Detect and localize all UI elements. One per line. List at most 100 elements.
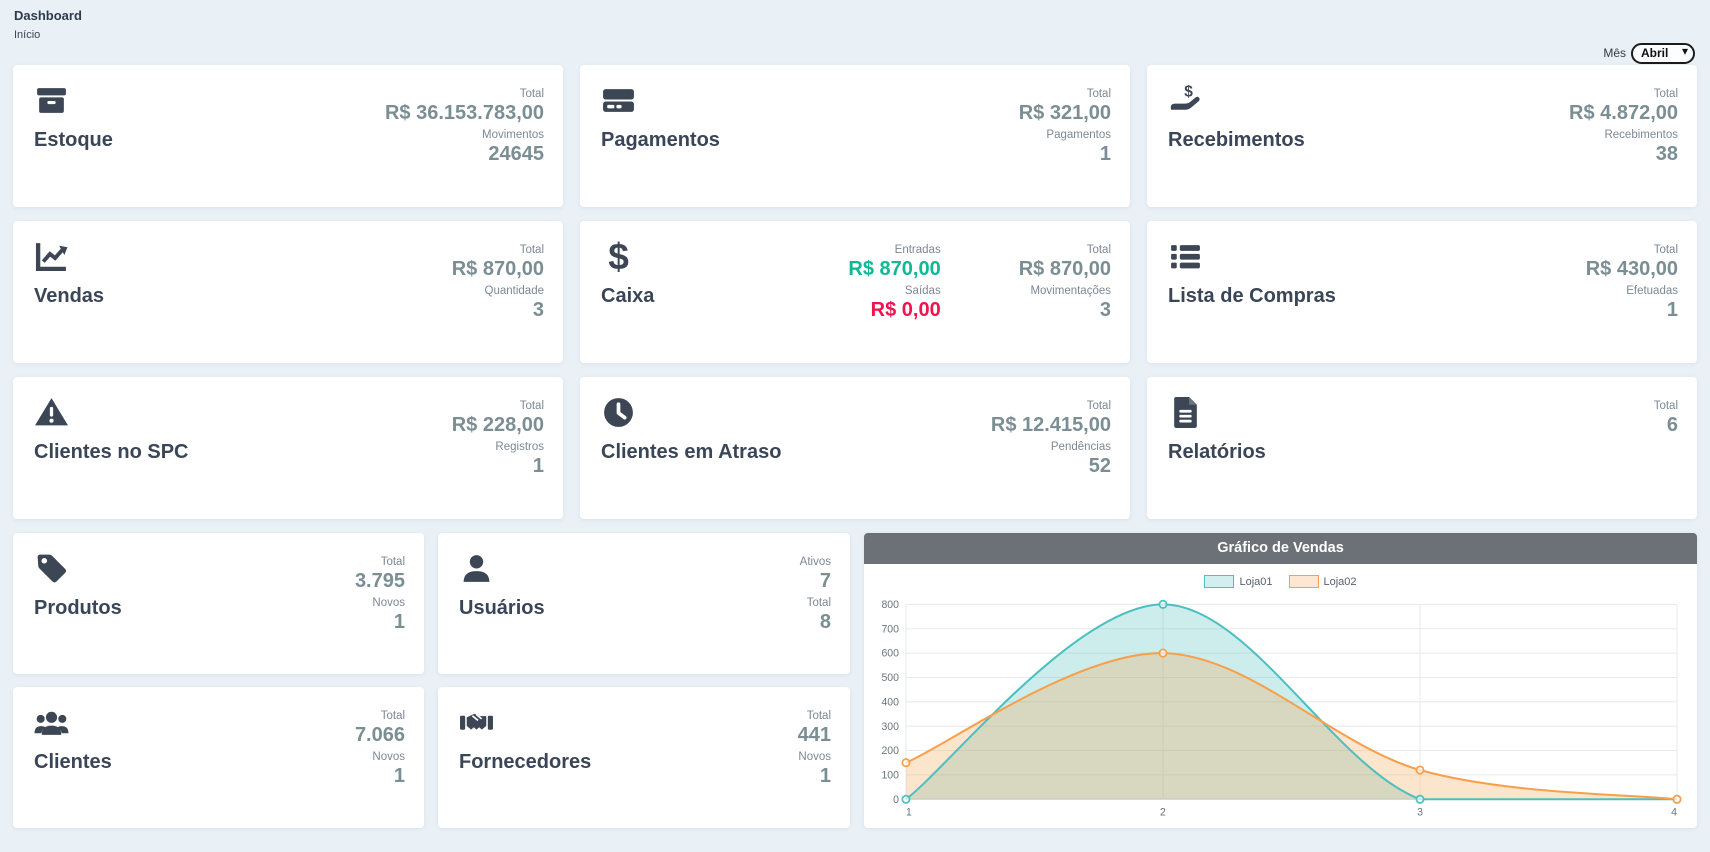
svg-text:2: 2	[1160, 807, 1166, 819]
stat-value: R$ 870,00	[1018, 258, 1111, 280]
stat-value: R$ 870,00	[451, 258, 544, 280]
svg-text:4: 4	[1671, 807, 1677, 819]
legend-label: Loja01	[1239, 575, 1273, 588]
card-clientes-em-atraso: Clientes em Atraso Total R$ 12.415,00 Pe…	[580, 377, 1130, 519]
stats-grid: Estoque Total R$ 36.153.783,00 Movimento…	[13, 65, 1697, 519]
stat-label: Total	[1653, 244, 1678, 256]
stat-block: Total 6	[1654, 397, 1678, 507]
stat-value: 1	[1099, 143, 1111, 165]
stat-label: Efetuadas	[1626, 285, 1678, 297]
stat-value: 1	[819, 765, 831, 787]
page-title: Dashboard	[14, 8, 82, 23]
card-clientes: Clientes Total 7.066 Novos 1	[13, 687, 424, 828]
stat-value: R$ 430,00	[1585, 258, 1678, 280]
legend-swatch	[1288, 575, 1319, 588]
stat-value: R$ 321,00	[1018, 102, 1111, 124]
card-clientes-no-spc: Clientes no SPC Total R$ 228,00 Registro…	[13, 377, 563, 519]
stat-label: Total	[1653, 88, 1678, 100]
stat-label: Total	[380, 710, 405, 722]
card-title: Recebimentos	[1168, 129, 1305, 151]
stat-block: Total R$ 430,00 Efetuadas 1	[1586, 241, 1678, 351]
stat-label: Recebimentos	[1604, 129, 1678, 141]
card-vendas: Vendas Total R$ 870,00 Quantidade 3	[13, 221, 563, 363]
list-icon	[1168, 239, 1203, 274]
stat-value: R$ 228,00	[451, 414, 544, 436]
stat-block: Total R$ 870,00 Quantidade 3	[452, 241, 544, 351]
stat-label: Total	[519, 244, 544, 256]
svg-text:700: 700	[881, 623, 899, 635]
card-produtos: Produtos Total 3.795 Novos 1	[13, 533, 424, 674]
card-title: Clientes em Atraso	[601, 441, 782, 463]
svg-text:$: $	[608, 239, 629, 274]
stat-value: 1	[393, 611, 405, 633]
stat-block: Total R$ 321,00 Pagamentos 1	[1019, 85, 1111, 195]
card-title: Produtos	[34, 597, 122, 619]
stat-label: Total	[1086, 88, 1111, 100]
card-title: Lista de Compras	[1168, 285, 1336, 307]
month-select-wrap: Abril	[1631, 42, 1695, 64]
legend-label: Loja02	[1323, 575, 1357, 588]
stat-value: 1	[1666, 299, 1678, 321]
stat-label: Movimentações	[1030, 285, 1111, 297]
stat-value: 7	[819, 570, 831, 592]
stat-label: Novos	[372, 751, 405, 763]
stat-label: Pendências	[1050, 441, 1111, 453]
svg-text:400: 400	[881, 696, 899, 708]
card-recebimentos: $ Recebimentos Total R$ 4.872,00 Recebim…	[1147, 65, 1697, 207]
stat-value: 7.066	[354, 724, 405, 746]
stat-value: 8	[819, 611, 831, 633]
stat-block: Total R$ 4.872,00 Recebimentos 38	[1569, 85, 1678, 195]
stat-block: Total 441 Novos 1	[798, 707, 831, 816]
stat-label: Quantidade	[484, 285, 544, 297]
card-title: Relatórios	[1168, 441, 1266, 463]
month-select[interactable]: Abril	[1631, 42, 1695, 64]
legend-item-Loja02[interactable]: Loja02	[1288, 575, 1357, 588]
stat-label: Total	[806, 710, 831, 722]
stat-block: Total 3.795 Novos 1	[355, 553, 405, 662]
card-title: Fornecedores	[459, 751, 592, 773]
page-header: Dashboard Início	[14, 8, 1697, 41]
month-filter-label: Mês	[1603, 46, 1626, 60]
file-report-icon	[1168, 395, 1203, 430]
sales-chart: 0 100 200 300 400 500 600 700 800 1 2 3 4	[881, 599, 1682, 819]
stat-block: Total R$ 870,00 Movimentações 3	[1019, 241, 1111, 351]
card-relatorios: Relatórios Total 6	[1147, 377, 1697, 519]
stat-block-flow: Entradas R$ 870,00 Saídas R$ 0,00	[848, 241, 940, 351]
legend-item-Loja01[interactable]: Loja01	[1204, 575, 1273, 588]
hand-holding-dollar-icon: $	[1168, 83, 1203, 118]
stat-label: Registros	[495, 441, 544, 453]
tag-icon	[34, 551, 69, 586]
svg-text:100: 100	[881, 769, 899, 781]
stat-label: Total	[1086, 244, 1111, 256]
stat-value: 3.795	[354, 570, 405, 592]
card-title: Clientes no SPC	[34, 441, 189, 463]
card-caixa: $ Caixa Entradas R$ 870,00 Saídas R$ 0,0…	[580, 221, 1130, 363]
svg-text:3: 3	[1417, 807, 1423, 819]
svg-text:$: $	[1184, 83, 1193, 100]
stat-value: 3	[1099, 299, 1111, 321]
legend-swatch	[1204, 575, 1235, 588]
stat-label: Total	[380, 556, 405, 568]
stat-label: Novos	[372, 597, 405, 609]
card-title: Estoque	[34, 129, 113, 151]
stat-label: Saídas	[904, 285, 941, 297]
warning-triangle-icon	[34, 395, 69, 430]
svg-text:800: 800	[881, 599, 899, 611]
stat-value: 441	[797, 724, 831, 746]
stat-label: Total	[1086, 400, 1111, 412]
chart-body: 0 100 200 300 400 500 600 700 800 1 2 3 4	[864, 588, 1697, 828]
users-icon	[34, 705, 69, 740]
svg-text:300: 300	[881, 721, 899, 733]
svg-text:200: 200	[881, 745, 899, 757]
stat-block: Total R$ 36.153.783,00 Movimentos 24645	[385, 85, 544, 195]
credit-card-icon	[601, 83, 636, 118]
stat-value-saidas: R$ 0,00	[870, 299, 941, 321]
month-filter-row: Mês Abril	[13, 42, 1695, 64]
svg-text:1: 1	[906, 807, 912, 819]
card-pagamentos: Pagamentos Total R$ 321,00 Pagamentos 1	[580, 65, 1130, 207]
stat-label: Total	[519, 400, 544, 412]
stat-value: 52	[1088, 455, 1111, 477]
stat-label: Total	[806, 597, 831, 609]
chart-legend: Loja01 Loja02	[864, 575, 1697, 588]
stat-block: Total 7.066 Novos 1	[355, 707, 405, 816]
